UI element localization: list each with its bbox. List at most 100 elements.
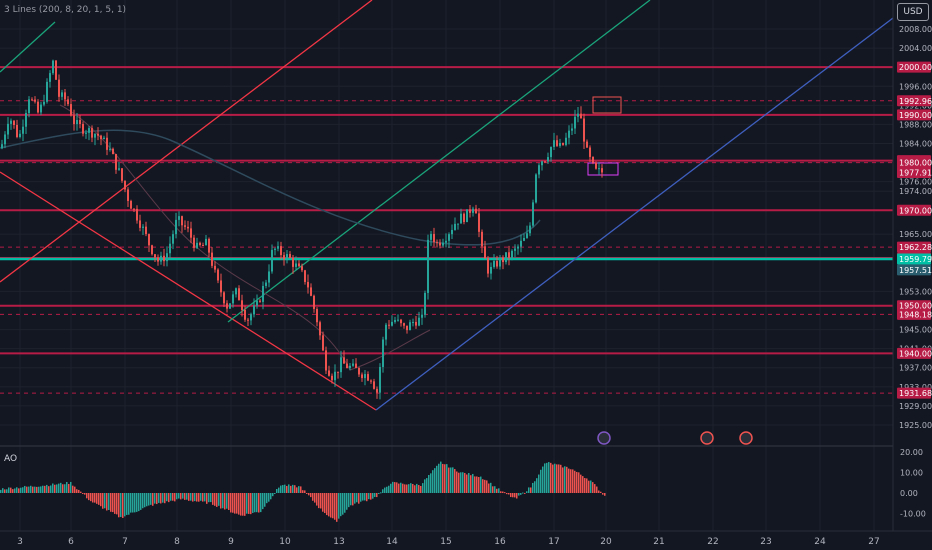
ao-bar: [118, 493, 120, 518]
ao-bar: [132, 493, 134, 513]
ao-bar: [26, 486, 28, 493]
candle-body: [202, 245, 204, 247]
candle-body: [52, 60, 54, 74]
candle-body: [148, 234, 150, 246]
ao-bar: [462, 472, 464, 493]
candle-body: [109, 148, 111, 150]
ao-bar: [568, 468, 570, 493]
ao-bar: [180, 493, 182, 500]
ao-bar: [362, 493, 364, 501]
ao-bar: [274, 493, 276, 494]
ao-bar: [388, 485, 390, 493]
ao-bar: [486, 480, 488, 493]
candle-body: [250, 314, 252, 321]
ao-bar: [224, 493, 226, 510]
ao-bar: [492, 486, 494, 493]
ao-bar: [8, 487, 10, 493]
candle-body: [466, 209, 468, 223]
ao-bar: [390, 483, 392, 493]
candle-body: [427, 239, 429, 293]
price-badge-label: 1950.00: [899, 302, 932, 311]
ao-bar: [532, 482, 534, 493]
ao-bar: [456, 471, 458, 493]
ao-bar: [106, 493, 108, 511]
candle-body: [124, 180, 126, 190]
candle-body: [418, 317, 420, 326]
trendline-green-channel: [227, 0, 651, 323]
ao-bar: [112, 493, 114, 513]
ao-bar: [104, 493, 106, 509]
x-tick-label: 15: [440, 537, 451, 547]
x-tick-label: 17: [548, 537, 559, 547]
candle-body: [499, 257, 501, 267]
candle-body: [232, 294, 234, 304]
ao-bar: [264, 493, 266, 507]
ao-bar: [476, 476, 478, 493]
ao-bar: [508, 493, 510, 495]
ao-bar: [186, 493, 188, 500]
ao-bar: [580, 474, 582, 493]
ao-panel-label: AO: [4, 454, 18, 464]
ao-bar: [332, 493, 334, 519]
ao-bar: [162, 493, 164, 503]
candle-body: [283, 255, 285, 260]
candle-body: [526, 233, 528, 238]
y-tick-label: 1974.00: [899, 187, 932, 196]
candle-body: [403, 323, 405, 326]
ao-bar: [414, 485, 416, 493]
ao-bar: [504, 492, 506, 494]
ao-bar: [422, 483, 424, 493]
ao-bar: [24, 485, 26, 493]
candle-body: [292, 257, 294, 267]
ao-bar: [286, 485, 288, 493]
candle-body: [220, 280, 222, 293]
ao-bar: [190, 493, 192, 501]
ma-fast-line: [59, 104, 431, 371]
candle-body: [184, 225, 186, 227]
ao-bar: [364, 493, 366, 501]
ao-bar: [566, 466, 568, 493]
candle-body: [100, 135, 102, 140]
ao-bar: [38, 486, 40, 493]
ao-bar: [2, 488, 4, 493]
candle-body: [1, 144, 3, 149]
ao-bar: [386, 486, 388, 493]
ao-bar: [280, 485, 282, 493]
ao-bar: [538, 474, 540, 493]
ao-bar: [124, 493, 126, 517]
ao-bar: [372, 493, 374, 499]
ao-bar: [126, 493, 128, 515]
x-tick-label: 23: [760, 537, 771, 547]
candle-body: [412, 321, 414, 323]
candle-body: [55, 60, 57, 80]
ao-bar: [600, 491, 602, 493]
ao-bar: [172, 493, 174, 501]
candle-body: [46, 81, 48, 102]
ao-bar: [340, 493, 342, 517]
ao-bar: [342, 493, 344, 515]
ao-bar: [366, 493, 368, 502]
ao-bar: [56, 484, 58, 493]
lightning-event-icon: [597, 431, 611, 445]
candle-body: [151, 245, 153, 255]
ao-bar: [36, 486, 38, 493]
candle-body: [187, 226, 189, 229]
ao-bar: [518, 493, 520, 496]
ao-bar: [142, 493, 144, 509]
ao-bar: [298, 486, 300, 493]
ao-bar: [212, 493, 214, 505]
candle-body: [103, 137, 105, 140]
candle-body: [73, 115, 75, 125]
ao-bar: [94, 493, 96, 503]
candle-body: [559, 142, 561, 146]
currency-button[interactable]: USD: [897, 3, 929, 21]
candle-body: [571, 128, 573, 131]
ao-bar: [284, 484, 286, 493]
candle-body: [82, 123, 84, 134]
ao-bar: [468, 472, 470, 493]
ao-bar: [544, 463, 546, 493]
candle-body: [34, 99, 36, 102]
x-tick-label: 7: [122, 537, 128, 547]
candle-body: [358, 368, 360, 375]
